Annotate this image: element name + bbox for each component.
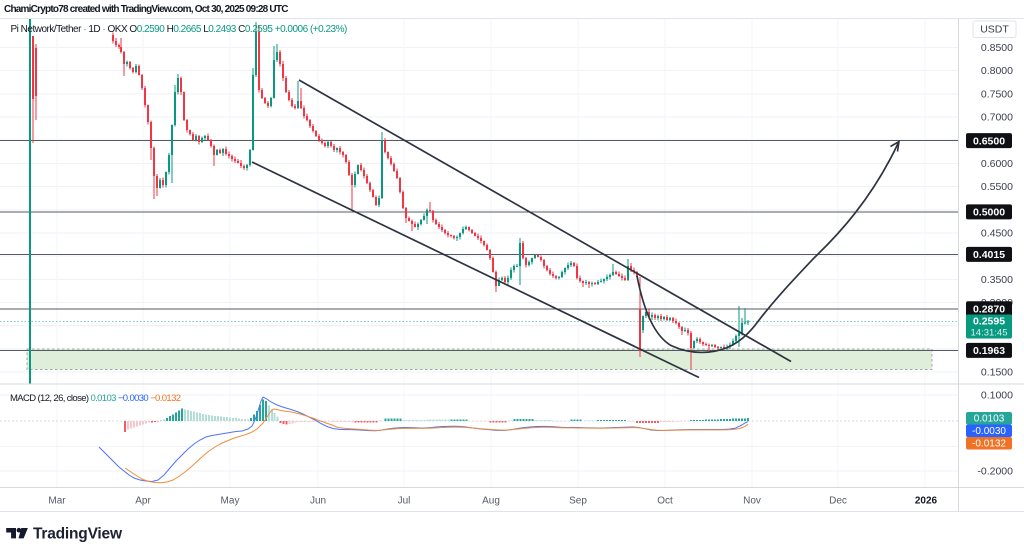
svg-text:ChamiCrypto78 created with Tra: ChamiCrypto78 created with TradingView.c… [4, 4, 288, 15]
svg-text:0.8000: 0.8000 [981, 65, 1013, 77]
svg-text:-0.2000: -0.2000 [977, 466, 1013, 478]
svg-text:0.6000: 0.6000 [981, 158, 1013, 170]
svg-text:TradingView: TradingView [33, 526, 123, 543]
svg-text:Nov: Nov [743, 496, 761, 507]
svg-text:Jun: Jun [310, 496, 326, 507]
svg-text:Aug: Aug [482, 496, 500, 507]
svg-text:Oct: Oct [657, 496, 673, 507]
svg-text:USDT: USDT [980, 24, 1009, 36]
svg-text:Mar: Mar [48, 496, 66, 507]
svg-text:Pi Network/Tether · 1D · OKX: Pi Network/Tether · 1D · OKX O0.2590 H0.… [11, 24, 347, 35]
svg-text:0.4500: 0.4500 [981, 228, 1013, 240]
svg-text:May: May [221, 496, 240, 507]
svg-text:0.1000: 0.1000 [981, 390, 1013, 402]
svg-text:Apr: Apr [135, 496, 151, 507]
svg-text:0.5500: 0.5500 [981, 181, 1013, 193]
svg-text:0.6500: 0.6500 [973, 135, 1005, 147]
svg-text:0.5000: 0.5000 [973, 207, 1005, 219]
svg-text:-0.0030: -0.0030 [972, 426, 1006, 437]
svg-text:MACD (12, 26, close) 0.0103 −0: MACD (12, 26, close) 0.0103 −0.0030 −0.0… [10, 393, 181, 404]
svg-text:14:31:45: 14:31:45 [971, 328, 1008, 339]
svg-text:2026: 2026 [915, 496, 938, 507]
svg-text:0.1963: 0.1963 [973, 345, 1005, 357]
svg-text:Sep: Sep [569, 496, 587, 507]
svg-text:0.4015: 0.4015 [973, 249, 1005, 261]
svg-text:0.2595: 0.2595 [973, 316, 1005, 328]
svg-text:0.7000: 0.7000 [981, 112, 1013, 124]
svg-text:0.7500: 0.7500 [981, 88, 1013, 100]
svg-text:0.3500: 0.3500 [981, 274, 1013, 286]
svg-text:0.2870: 0.2870 [973, 304, 1005, 316]
svg-text:Dec: Dec [829, 496, 847, 507]
svg-text:-0.0132: -0.0132 [972, 439, 1006, 450]
svg-text:0.0103: 0.0103 [974, 414, 1005, 425]
svg-text:0.8500: 0.8500 [981, 42, 1013, 54]
svg-text:Jul: Jul [398, 496, 411, 507]
svg-text:0.1500: 0.1500 [981, 367, 1013, 379]
